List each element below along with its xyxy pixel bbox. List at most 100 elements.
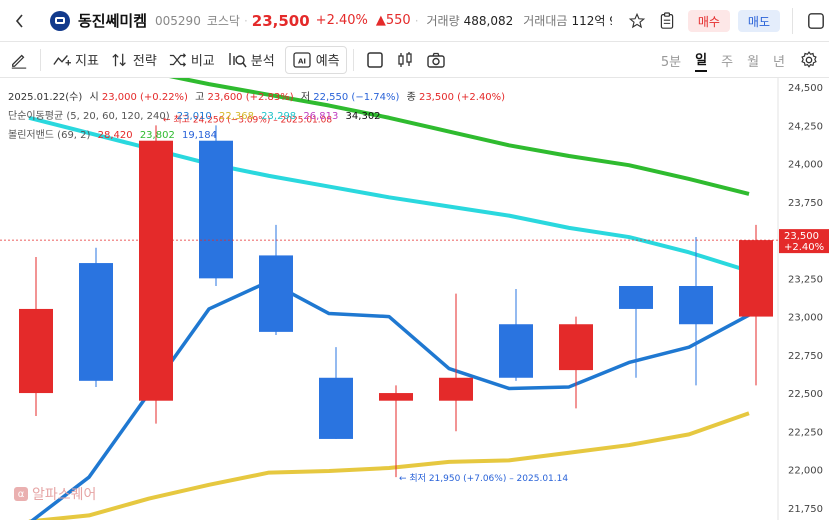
strategy-button[interactable]: 전략 [105, 46, 163, 74]
y-tick-label: 22,500 [788, 389, 823, 400]
market-name: 코스닥 [206, 14, 240, 28]
candle-body [379, 393, 413, 401]
high-label: 고 [195, 92, 205, 103]
price-tag-box [779, 229, 829, 254]
y-tick-label: 24,000 [788, 160, 823, 171]
low-annotation: ← 최저 21,950 (+7.06%) – 2025.01.14 [399, 473, 568, 484]
separator: · [414, 13, 419, 28]
camera-icon [426, 52, 445, 68]
header-actions: 매수 매도 [611, 0, 829, 41]
ma-info-line: 단순이동평균 (5, 20, 60, 120, 240) 23,010 22,3… [8, 107, 381, 122]
candle-body [139, 140, 173, 401]
compare-button[interactable]: 비교 [163, 46, 221, 74]
bollinger-middle: 23,802 [139, 130, 175, 141]
y-tick-label: 22,250 [788, 427, 823, 438]
stock-name[interactable]: 동진쎄미켐 [78, 12, 148, 30]
forecast-button[interactable]: AI 예측 [284, 45, 347, 74]
change-amount: ▲550 [375, 13, 411, 28]
layout-button[interactable] [360, 46, 390, 74]
candle-body [19, 308, 53, 394]
star-icon[interactable] [624, 8, 650, 34]
candle-body [559, 324, 593, 371]
ma-label[interactable]: 단순이동평균 (5, 20, 60, 120, 240) [8, 111, 170, 122]
ma20-value: 22,368 [218, 111, 254, 122]
y-tick-label: 22,750 [788, 351, 823, 362]
sell-button[interactable]: 매도 [737, 10, 780, 32]
drawing-tool-button[interactable] [4, 46, 34, 74]
indicator-label: 지표 [75, 54, 99, 69]
sort-arrows-icon [112, 53, 126, 66]
divider [352, 48, 354, 71]
close-value: 23,500 (+2.40%) [418, 92, 506, 103]
back-chevron-icon[interactable] [10, 9, 30, 33]
settings-button[interactable] [795, 47, 823, 73]
period-tab-3[interactable]: 월 [747, 54, 760, 70]
forecast-label: 예측 [315, 54, 340, 69]
ma240-value: 34,302 [345, 111, 381, 122]
chart-type-button[interactable] [390, 46, 420, 74]
bollinger-info-line: 볼린저밴드 (69, 2) 28,420 23,802 19,184 [8, 126, 217, 141]
period-tabs: 5분 일 주 월 년 [647, 42, 785, 78]
y-tick-label: 23,750 [788, 198, 823, 209]
price-tag-rate: +2.40% [784, 242, 824, 253]
period-tab-1[interactable]: 일 [695, 49, 708, 72]
separator: · [243, 13, 248, 28]
y-tick-label: 23,000 [788, 313, 823, 324]
watermark-text: 알파스퀘어 [32, 487, 97, 503]
candle-body [319, 377, 353, 439]
volume-label: 거래량 [426, 14, 460, 28]
compare-label: 비교 [190, 54, 215, 69]
bollinger-lower: 19,184 [182, 130, 217, 141]
y-tick-label: 23,250 [788, 274, 823, 285]
screenshot-button[interactable] [420, 46, 452, 74]
analysis-button[interactable]: 분석 [221, 46, 281, 74]
candle-body [199, 140, 233, 279]
bollinger-upper: 28,420 [97, 130, 133, 141]
clipboard-icon[interactable] [654, 8, 680, 34]
strategy-label: 전략 [132, 54, 157, 69]
close-label: 종 [406, 92, 416, 103]
square-icon [366, 51, 383, 68]
high-value: 23,600 (+2.83%) [207, 92, 294, 103]
amount-label: 거래대금 [523, 14, 568, 28]
candle-body [259, 255, 293, 332]
info-date: 2025.01.22(수) [8, 92, 83, 103]
analysis-label: 분석 [250, 54, 275, 69]
window-icon[interactable] [803, 8, 829, 34]
candle-body [439, 377, 473, 401]
stock-code: 005290 [155, 13, 201, 28]
analysis-icon [229, 52, 247, 67]
low-value: 22,550 (−1.74%) [313, 92, 400, 103]
ma20-line [28, 411, 750, 524]
high-annotation: ← 최고 24,250 (−3.09%) – 2025.01.08 [163, 114, 332, 125]
candle-body [79, 263, 113, 381]
y-tick-label: 24,500 [788, 83, 823, 94]
divider [792, 8, 793, 34]
price-tag-price: 23,500 [784, 231, 819, 242]
candlestick-chart[interactable]: 24,500 24,250 24,000 23,750 23,500 23,250 23,0… [0, 39, 829, 524]
period-tab-2[interactable]: 주 [721, 54, 734, 70]
ai-chip-icon: AI [293, 51, 311, 68]
y-tick-label: 21,750 [788, 504, 823, 515]
candlestick-icon [397, 51, 412, 67]
price-chart[interactable]: 24,500 24,250 24,000 23,750 23,500 23,250 23,0… [0, 39, 829, 524]
bollinger-label[interactable]: 볼린저밴드 (69, 2) [8, 130, 91, 141]
indicator-button[interactable]: 지표 [47, 46, 105, 74]
gear-icon [801, 51, 817, 68]
period-tab-0[interactable]: 5분 [660, 54, 682, 70]
ohlc-info-line: 2025.01.22(수) 시 23,000 (+0.22%) 고 23,600… [8, 88, 505, 103]
indicator-icon [53, 54, 71, 65]
pencil-icon [11, 54, 27, 69]
y-tick-label: 22,000 [788, 466, 823, 477]
buy-button[interactable]: 매수 [687, 10, 730, 32]
candle-body [499, 324, 533, 378]
open-value: 23,000 (+0.22%) [101, 92, 188, 103]
ma5-value: 23,010 [176, 111, 212, 122]
divider [40, 48, 41, 71]
chart-toolbar: 지표 전략 비교 분석 AI 예측 5분 일 주 월 년 [0, 42, 829, 78]
current-price: 23,500 [251, 11, 310, 30]
company-logo [50, 10, 70, 31]
ai-badge-text: AI [298, 57, 306, 65]
y-tick-label: 24,250 [788, 121, 823, 132]
period-tab-4[interactable]: 년 [773, 54, 785, 70]
